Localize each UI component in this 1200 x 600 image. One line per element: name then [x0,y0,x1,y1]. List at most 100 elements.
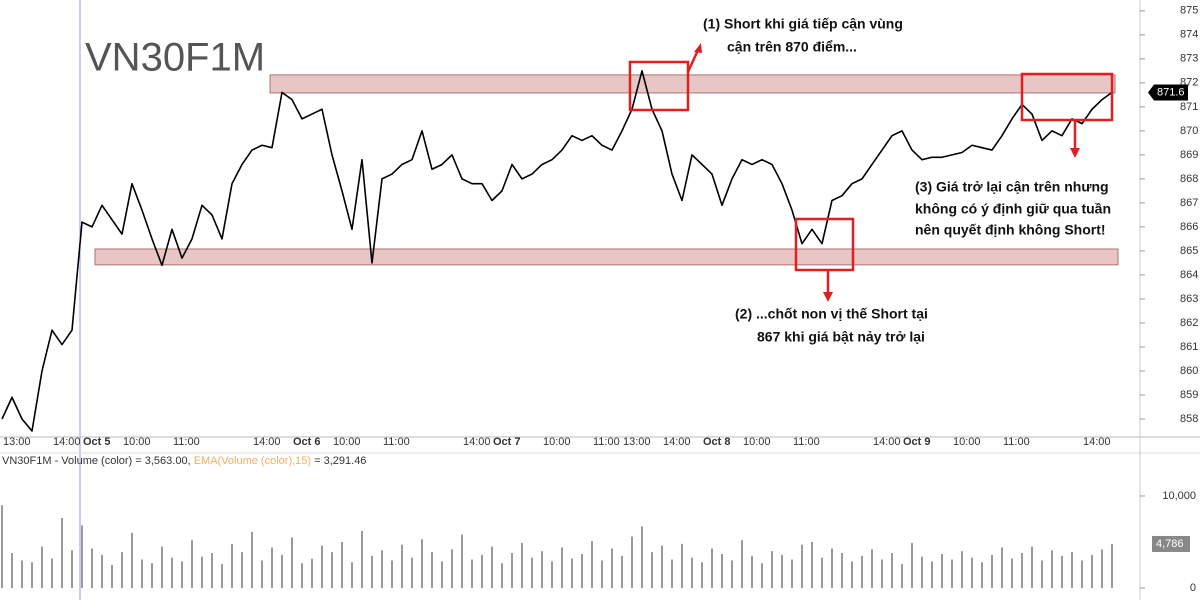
volume-bar [481,554,483,589]
volume-bar [1031,546,1033,589]
highlight-box [1020,72,1114,122]
volume-bar [31,562,33,589]
volume-bar [101,554,103,589]
x-tick-label: Oct 5 [83,436,111,448]
y-tick-label: 875 [1180,5,1198,17]
y-tick-label: 871 [1180,101,1198,113]
volume-bar [61,518,63,589]
volume-bar [861,555,863,589]
volume-bar [311,558,313,589]
volume-bar [391,560,393,589]
volume-bar [931,561,933,589]
volume-bar [431,552,433,589]
y-tick-label: 873 [1180,53,1198,65]
volume-bar [371,555,373,589]
x-tick-label: 11:00 [793,436,820,448]
volume-bar [441,561,443,589]
volume-bar [971,557,973,589]
volume-bar [891,553,893,589]
x-tick-label: 10:00 [953,436,981,448]
annotation: (3) Giá trở lại cận trên nhưng [915,179,1109,195]
price-zone [94,248,1119,266]
volume-bar [531,557,533,589]
volume-bar [881,559,883,589]
x-tick-label: 10:00 [743,436,771,448]
volume-bar [111,565,113,589]
arrowhead [1070,148,1080,158]
volume-bar [961,551,963,589]
volume-bar [261,560,263,589]
volume-bar [171,557,173,589]
volume-bar [991,554,993,589]
annotation: 867 khi giá bật nảy trở lại [757,329,925,345]
volume-bar [221,564,223,589]
volume-bar [181,561,183,589]
x-tick-label: Oct 7 [493,436,521,448]
x-tick-label: Oct 8 [703,436,731,448]
x-tick-label: Oct 6 [293,436,321,448]
x-tick-label: 10:00 [123,436,151,448]
volume-bar [831,548,833,589]
last-volume-box [1152,535,1190,552]
y-tick-label: 865 [1180,245,1198,257]
volume-bar [791,559,793,589]
y-tick-label: 859 [1180,389,1198,401]
annotation: (2) ...chốt non vị thế Short tại [735,306,928,322]
x-tick-label: 11:00 [1003,436,1030,448]
volume-bar [581,553,583,589]
volume-bar [721,553,723,589]
volume-bar [591,541,593,589]
volume-bar [501,563,503,589]
y-tick-label: 861 [1180,341,1198,353]
volume-bar [691,557,693,589]
annotation: không có ý định giữ qua tuần [915,201,1111,217]
y-tick-label: 864 [1180,269,1198,281]
volume-bar [461,534,463,589]
volume-bar [761,563,763,589]
volume-bar [331,552,333,589]
volume-bar [571,558,573,589]
volume-bar [1001,547,1003,589]
volume-bar [641,526,643,589]
volume-legend: VN30F1M - Volume (color) = 3,563.00, EMA… [2,455,366,467]
arrowhead [823,292,833,302]
volume-bar [731,560,733,589]
volume-bar [211,553,213,589]
volume-bar [401,544,403,589]
volume-bar [241,552,243,589]
x-tick-label: 14:00 [463,436,491,448]
volume-bar [151,563,153,589]
volume-bar [291,537,293,589]
volume-bar [911,542,913,589]
volume-bar [301,563,303,589]
x-tick-label: Oct 9 [903,436,931,448]
x-tick-label: 14:00 [873,436,901,448]
volume-bar [941,553,943,589]
ema-label: EMA(Volume (color),15) [194,455,311,467]
x-tick-label: 14:00 [53,436,81,448]
volume-bar [1,505,3,589]
volume-bar [551,561,553,589]
x-tick-label: 13:00 [3,436,31,448]
volume-bar [1071,552,1073,589]
last-price-box [1148,84,1188,101]
y-tick-label: 868 [1180,173,1198,185]
last-price-label: 871.6 [1157,86,1185,98]
volume-bar [711,548,713,589]
price-zone [269,74,1116,94]
volume-bar [811,542,813,589]
annotation: (1) Short khi giá tiếp cận vùng [703,16,903,32]
volume-bar [471,559,473,589]
volume-bar [271,547,273,589]
volume-bar [321,545,323,589]
volume-bar [921,556,923,589]
volume-bar [781,554,783,589]
volume-bar [521,542,523,589]
volume-bar [661,545,663,589]
ema-value: = 3,291.46 [314,455,366,467]
volume-bar [201,556,203,589]
volume-bar [81,525,83,589]
